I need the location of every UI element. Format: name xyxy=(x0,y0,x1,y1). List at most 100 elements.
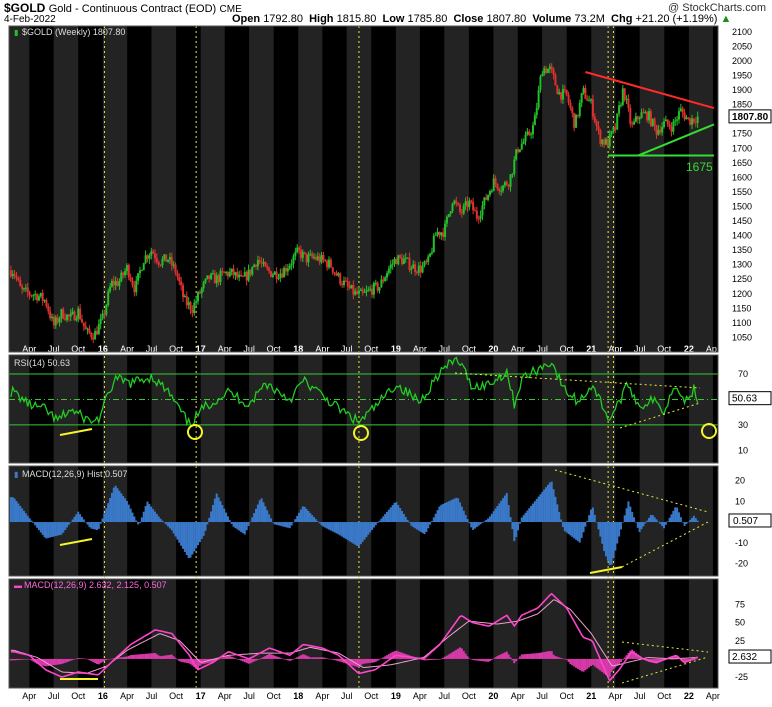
candle-body xyxy=(565,89,568,95)
macd-diff-bar xyxy=(167,655,170,659)
macd-hist-bar xyxy=(692,515,695,523)
candle-body xyxy=(625,98,628,100)
price-tick-label: 1300 xyxy=(732,260,752,270)
macd-diff-bar xyxy=(603,658,606,674)
macd-hist-bar xyxy=(67,522,70,525)
macd-hist-bar xyxy=(122,495,125,523)
macd-diff-bar xyxy=(197,658,200,669)
macd-hist-bar xyxy=(423,522,426,535)
macd-diff-bar xyxy=(198,658,201,666)
macd-diff-bar xyxy=(546,651,549,659)
macd-hist-bar xyxy=(414,522,417,529)
candle-body xyxy=(129,277,132,281)
candle-body xyxy=(631,123,634,125)
macd-hist-bar xyxy=(674,507,677,523)
close-label: Close xyxy=(453,13,484,25)
x-tick-label-top: Apr xyxy=(413,344,427,354)
candle-body xyxy=(670,127,673,132)
candle-body xyxy=(378,287,381,291)
x-tick-label-bottom: Apr xyxy=(120,691,134,701)
macd-hist-bar xyxy=(531,503,534,523)
macd-diff-bar xyxy=(213,658,216,662)
candle-body xyxy=(372,282,375,295)
candle-body xyxy=(133,285,136,293)
macd-hist-bar xyxy=(543,489,546,523)
candle-body xyxy=(56,317,59,323)
candle-body xyxy=(638,118,641,120)
macd-diff-bar xyxy=(64,658,67,663)
macd-hist-bar xyxy=(430,521,433,523)
macd-diff-bar xyxy=(200,658,203,665)
macd-hist-bar xyxy=(404,516,407,523)
macd-diff-bar xyxy=(290,658,293,661)
macd-diff-bar xyxy=(116,657,119,659)
macd-hist-bar xyxy=(384,514,387,523)
up-arrow-icon: ▲ xyxy=(720,13,732,25)
macd-hist-bar xyxy=(419,522,422,532)
price-tick-label: 1950 xyxy=(732,70,752,80)
macd-hist-bar xyxy=(84,521,87,523)
macd-diff-bar xyxy=(172,656,175,659)
macd-diff-bar xyxy=(498,655,501,659)
macd-tick-label: 75 xyxy=(735,599,745,609)
macd-diff-bar xyxy=(618,658,621,665)
macd-hist-bar xyxy=(290,522,293,526)
macd-hist-bar xyxy=(631,511,634,523)
macd-diff-bar xyxy=(509,657,512,659)
macd-hist-bar xyxy=(664,522,667,525)
macd-diff-bar xyxy=(346,658,349,664)
candle-body xyxy=(387,268,390,274)
candle-body xyxy=(453,200,456,204)
macd-hist-bar xyxy=(204,522,207,531)
macd-diff-bar xyxy=(256,658,259,660)
candle-body xyxy=(681,108,684,113)
candle-body xyxy=(82,322,85,327)
macd-hist-bar xyxy=(462,510,465,523)
candle-body xyxy=(64,318,67,320)
macd-diff-bar xyxy=(305,655,308,659)
macd-diff-bar xyxy=(634,652,637,659)
candle-body xyxy=(210,273,213,280)
candle-body xyxy=(339,273,342,284)
macd-diff-bar xyxy=(245,658,248,663)
macd-hist-bar xyxy=(610,522,613,565)
candle-body xyxy=(342,280,345,286)
x-tick-label-bottom: 19 xyxy=(391,691,401,701)
macd-diff-bar xyxy=(294,658,297,659)
candle-body xyxy=(472,201,475,211)
candle-body xyxy=(356,291,359,294)
macd-diff-bar xyxy=(144,653,147,659)
candle-body xyxy=(586,98,589,101)
candle-body xyxy=(438,231,441,236)
panel-border xyxy=(8,25,719,353)
candle-body xyxy=(191,310,194,313)
candle-body xyxy=(337,273,340,276)
macd-diff-bar xyxy=(473,658,476,661)
macd-diff-bar xyxy=(103,658,106,661)
macd-diff-bar xyxy=(77,657,80,659)
price-tick-label: 1900 xyxy=(732,85,752,95)
macd-diff-bar xyxy=(528,653,531,659)
macd-diff-bar xyxy=(451,652,454,659)
macd-hist-bar xyxy=(56,522,59,536)
candle-body xyxy=(359,289,362,291)
macd-hist-bar xyxy=(245,522,248,531)
candle-body xyxy=(539,76,542,91)
candle-body xyxy=(15,275,18,279)
macd-hist-bar xyxy=(357,522,360,547)
macd-diff-bar xyxy=(556,656,559,659)
macd-diff-bar xyxy=(535,653,538,659)
price-tick-label: 1200 xyxy=(732,289,752,299)
macd-hist-bar xyxy=(309,513,312,523)
hist-last-label: 0.507 xyxy=(733,516,758,527)
macd-diff-bar xyxy=(99,658,102,664)
candle-body xyxy=(391,263,394,265)
candle-body xyxy=(185,296,188,306)
candle-body xyxy=(34,294,37,296)
rsi-last-box xyxy=(728,391,772,406)
macd-hist-bar xyxy=(548,482,551,523)
macd-hist-bar xyxy=(412,522,415,528)
quarter-band xyxy=(639,26,665,352)
symbol: $GOLD xyxy=(4,1,46,15)
candle-body xyxy=(513,159,516,174)
